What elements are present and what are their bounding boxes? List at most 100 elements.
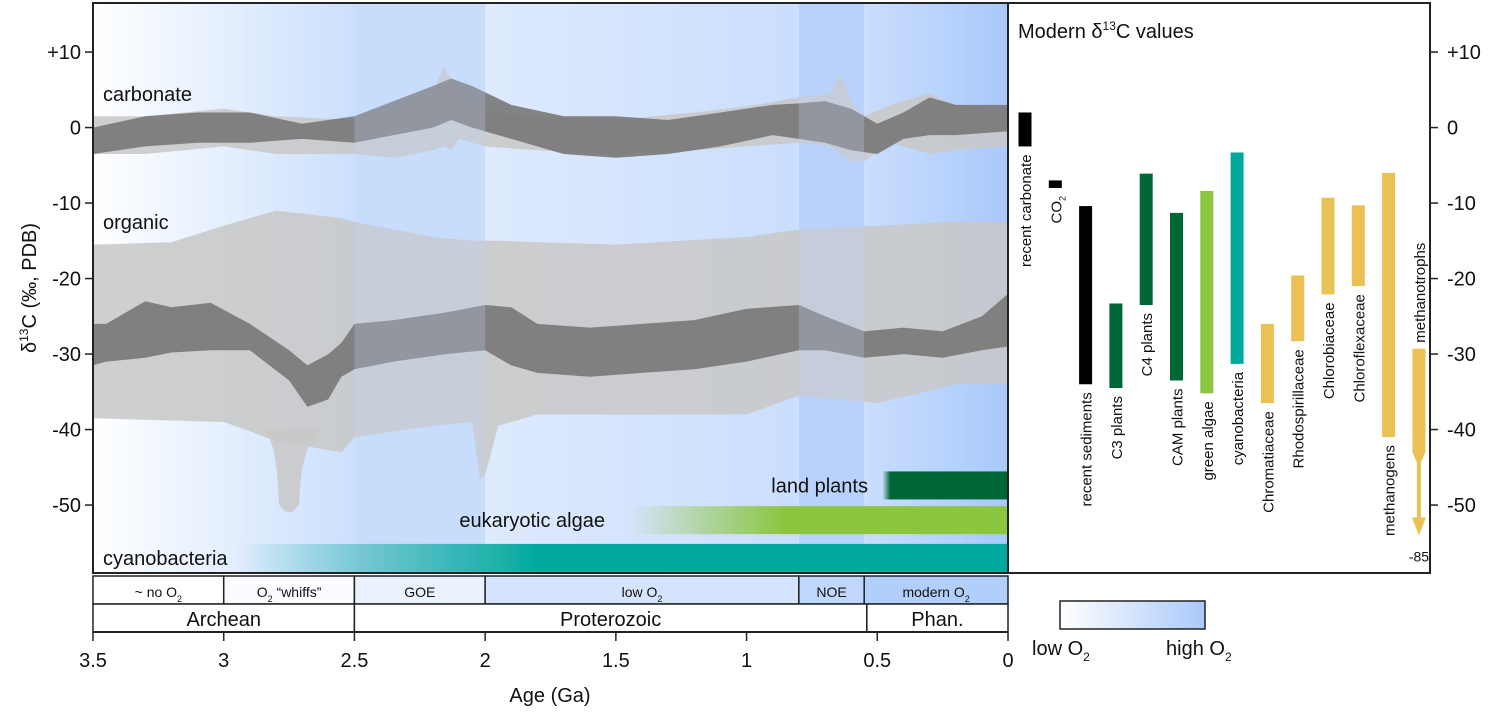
oxygen-phase-label: GOE [404, 584, 435, 600]
modern-bar-methanogens-label: methanogens [1382, 445, 1399, 536]
eon-label: Archean [186, 609, 261, 631]
oxygen-phase-cell [484, 575, 800, 605]
eon-label: Proterozoic [560, 609, 661, 631]
modern-bar-methanogens [1382, 172, 1396, 438]
modern-bar-co [1048, 180, 1062, 188]
modern-bar-chlorobiaceae [1321, 197, 1335, 295]
organism-label-land-plants: land plants [771, 475, 868, 497]
modern-bar-rhodospirillaceae [1291, 275, 1305, 342]
x-tick-label: 1 [741, 650, 752, 672]
x-tick-label: 3.5 [79, 650, 107, 672]
oxygen-tint-overlay [798, 3, 865, 573]
modern-bar-green-algae-label: green algae [1200, 401, 1217, 480]
modern-bar-c3-plants [1109, 303, 1123, 389]
modern-bar-green-algae [1200, 190, 1214, 394]
oxygen-phase-label: O2 “whiffs” [257, 584, 322, 604]
y-label-prefix: δ [19, 342, 41, 353]
modern-title-prefix: Modern δ [1018, 21, 1103, 43]
modern-title-sup: 13 [1103, 19, 1117, 33]
modern-bar-recent-sediments [1079, 206, 1093, 385]
y-tick-label: 0 [70, 118, 81, 140]
x-axis-label: Age (Ga) [509, 685, 590, 707]
oxygen-phase-cell [798, 575, 865, 605]
modern-bar-recent-carbonate-label: recent carbonate [1018, 154, 1035, 267]
organism-label-cyanobacteria: cyanobacteria [103, 548, 228, 570]
y-axis-right: +10 0 -10 -20 -30 -40 -50 [1430, 42, 1481, 517]
oxygen-tint-overlay [354, 3, 486, 573]
modern-bar-cyanobacteria [1230, 152, 1244, 364]
x-tick-label: 2 [480, 650, 491, 672]
y-tick-label-right: -20 [1447, 269, 1476, 291]
modern-bar-chlorobiaceae-label: Chlorobiaceae [1321, 302, 1338, 399]
y-tick-label-right: -50 [1447, 495, 1476, 517]
modern-bar-cyanobacteria-label: cyanobacteria [1230, 371, 1247, 465]
oxygen-phase-cell [92, 575, 225, 605]
modern-bar-chloroflexaceae-label: Chloroflexaceae [1351, 294, 1368, 402]
y-tick-label-right: -40 [1447, 420, 1476, 442]
oxygen-legend-gradient [1059, 600, 1206, 630]
y-tick-label-right: 0 [1447, 118, 1458, 140]
oxygen-phase-label: ~ no O2 [135, 584, 182, 604]
y-axis-left: +10 0 -10 -20 -30 -40 -50 [47, 42, 93, 517]
oxygen-phase-label: low O2 [622, 584, 663, 604]
x-axis: 3.5 3 2.5 2 1.5 1 0.5 0 [79, 631, 1014, 672]
modern-bar-co-label: CO2 [1048, 196, 1067, 224]
x-tick-label: 3 [218, 650, 229, 672]
organism-bar-cyanobacteria [236, 543, 1008, 572]
y-tick-label-right: -10 [1447, 193, 1476, 215]
modern-bar-cam-plants-label: CAM plants [1170, 388, 1187, 466]
modern-bar-rhodospirillaceae-label: Rhodospirillaceae [1291, 349, 1308, 468]
isotope-time-series-panel: carbonate organic land plants eukaryotic … [17, 2, 1009, 574]
band-organic-mean [93, 293, 1008, 407]
oxygen-phase-label: modern O2 [902, 584, 969, 604]
eon-strip: Archean Proterozoic Phan. [92, 603, 1009, 633]
y-tick-label: +10 [47, 42, 81, 64]
organism-bar-eukaryotic-algae [628, 506, 1008, 535]
series-label-organic: organic [103, 212, 169, 234]
modern-panel-title: Modern δ13C values [1018, 19, 1194, 43]
oxygen-phase-cell [863, 575, 1009, 605]
x-tick-label: 0.5 [863, 650, 891, 672]
y-tick-label: -20 [52, 269, 81, 291]
modern-values-panel: Modern δ13C values recent carbonate CO2re… [1007, 2, 1481, 574]
y-tick-label: -30 [52, 344, 81, 366]
modern-bar-c4-plants [1139, 173, 1153, 305]
modern-bar-chloroflexaceae [1351, 205, 1365, 287]
organism-bar-land-plants [882, 471, 1008, 500]
oxygen-phase-strip: ~ no O2 O2 “whiffs” GOE low O2 NOE modern O2 [92, 575, 1009, 605]
modern-bar-c4-plants-label: C4 plants [1139, 313, 1156, 376]
oxygen-legend-high: high O2 [1166, 638, 1232, 664]
organism-ranges [236, 471, 1008, 572]
modern-bar-recent-sediments-label: recent sediments [1079, 392, 1096, 506]
x-tick-label: 2.5 [341, 650, 369, 672]
y-axis-label: δ13C (‰, PDB) [17, 223, 41, 353]
modern-bar-methanotrophs-label: methanotrophs [1412, 243, 1429, 343]
x-tick-label: 1.5 [602, 650, 630, 672]
eon-label: Phan. [911, 609, 963, 631]
modern-bar-chromatiaceae [1260, 323, 1274, 404]
oxygen-legend-low: low O2 [1032, 638, 1090, 664]
isotope-bands [93, 3, 1008, 573]
y-label-suffix: C (‰, PDB) [19, 223, 41, 329]
modern-bars: recent carbonate CO2 recent sediments C3 pl… [1018, 112, 1429, 564]
y-tick-label: -50 [52, 495, 81, 517]
organism-label-eukaryotic-algae: eukaryotic algae [459, 510, 605, 532]
organism-labels: land plants eukaryotic algae cyanobacteria [103, 475, 868, 569]
methanotrophs-arrow-shaft [1416, 460, 1421, 520]
modern-bar-chromatiaceae-label: Chromatiaceae [1260, 411, 1277, 513]
band-carbonate-mean [93, 78, 1008, 158]
modern-bar-c3-plants-label: C3 plants [1109, 396, 1126, 459]
methanotrophs-arrow-head [1411, 517, 1426, 536]
series-label-carbonate: carbonate [103, 84, 192, 106]
oxygen-legend: low O2 high O2 [1032, 600, 1232, 664]
band-organic-low-spike-2-75-ga [262, 429, 324, 513]
x-tick-label: 0 [1002, 650, 1013, 672]
modern-title-suffix: C values [1116, 21, 1194, 43]
y-label-sup: 13 [17, 328, 31, 342]
modern-bar-methanotrophs [1412, 348, 1426, 463]
y-tick-label-right: -30 [1447, 344, 1476, 366]
modern-panel-frame [1007, 2, 1431, 574]
oxygen-phase-label: NOE [816, 584, 846, 600]
modern-bar-recent-carbonate [1018, 112, 1032, 147]
